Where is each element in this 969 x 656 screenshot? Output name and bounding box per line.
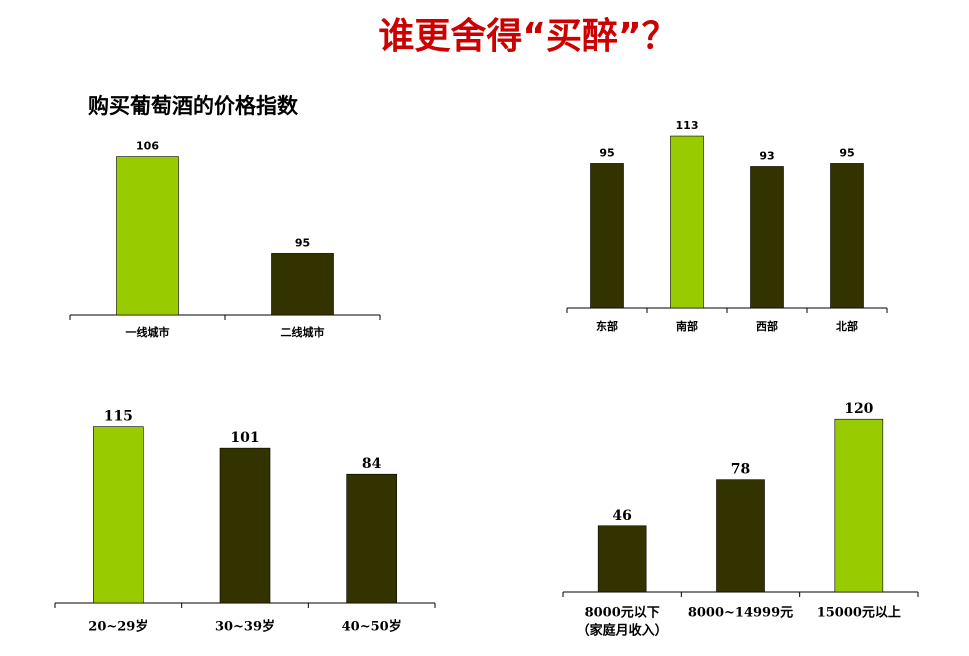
bar: [346, 473, 397, 604]
value-label: 95: [295, 236, 310, 249]
value-label: 95: [839, 146, 854, 159]
value-label: 115: [104, 409, 133, 425]
bar: [670, 135, 704, 309]
value-label: 93: [759, 149, 774, 162]
x-tick-label: 8000~14999元: [688, 606, 793, 621]
value-label: 120: [844, 401, 873, 417]
bar: [597, 525, 647, 593]
x-tick-label: 8000元以下: [585, 606, 660, 621]
value-label: 101: [230, 430, 259, 446]
bar: [830, 163, 864, 309]
value-label: 84: [362, 456, 382, 472]
bar: [750, 166, 784, 309]
x-tick-label: 15000元以上: [817, 606, 901, 621]
bar: [116, 156, 179, 316]
value-label: 113: [676, 119, 699, 132]
x-tick-label: 二线城市: [281, 325, 325, 339]
x-tick-label: 南部: [676, 319, 698, 333]
value-label: 95: [599, 146, 614, 159]
bar: [590, 163, 624, 309]
x-tick-label: 一线城市: [126, 325, 170, 339]
bar: [271, 253, 334, 316]
x-tick-label: 40~50岁: [342, 619, 402, 635]
x-tick-label: 东部: [596, 319, 618, 333]
bar: [834, 418, 884, 593]
bar: [93, 426, 144, 604]
slide-title: 谁更舍得“买醉”？: [378, 16, 677, 57]
x-tick-label: 北部: [836, 319, 858, 333]
slide-subtitle: 购买葡萄酒的价格指数: [88, 94, 299, 118]
x-annotation: （家庭月收入）: [577, 623, 668, 639]
bar: [219, 447, 271, 604]
x-tick-label: 20~29岁: [88, 619, 148, 635]
x-tick-label: 西部: [756, 319, 778, 333]
x-tick-label: 30~39岁: [215, 619, 275, 635]
value-label: 78: [731, 462, 750, 478]
value-label: 106: [136, 140, 159, 153]
value-label: 46: [612, 508, 631, 524]
bar: [716, 479, 765, 593]
